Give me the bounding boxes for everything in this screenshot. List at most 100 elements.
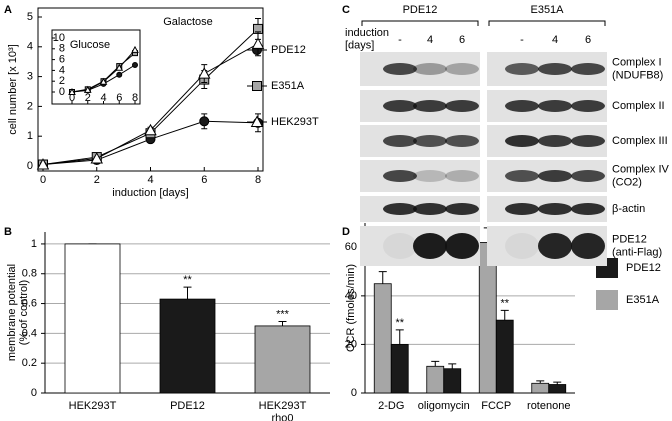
marker — [251, 37, 265, 49]
y-tick-label: 8 — [59, 43, 65, 55]
y-tick-label: 5 — [27, 11, 33, 23]
blot-band — [413, 100, 447, 112]
y-tick-label: 0 — [59, 86, 65, 98]
y-tick-label: 4 — [59, 64, 65, 76]
group-label: E351A — [530, 4, 564, 16]
x-tick-label: HEK293T — [69, 400, 117, 412]
x-tick-label: 2 — [94, 174, 100, 186]
x-tick-label: 8 — [255, 174, 261, 186]
marker — [116, 71, 123, 78]
lane-label: - — [520, 34, 524, 46]
blot-band — [383, 135, 417, 147]
blot-band — [445, 170, 479, 182]
marker — [83, 85, 92, 93]
blot-band — [383, 170, 417, 182]
x-tick-label: 8 — [132, 92, 138, 104]
blot-strip — [360, 52, 480, 86]
marker — [90, 152, 103, 164]
marker — [250, 115, 264, 127]
y-axis-label: OCR (fmoles/min) — [345, 264, 357, 352]
marker — [115, 63, 124, 71]
x-tick-label: 6 — [201, 174, 207, 186]
blot-band — [505, 233, 539, 259]
x-tick-label: 2-DG — [378, 400, 404, 412]
bar — [159, 298, 216, 394]
significance-label: ** — [395, 317, 404, 329]
bar — [64, 243, 121, 394]
blot-band — [505, 135, 539, 147]
blot-band — [571, 135, 605, 147]
y-tick-label: 1 — [31, 238, 37, 250]
marker — [132, 62, 138, 68]
panel-label: B — [4, 226, 12, 238]
bar — [548, 384, 567, 394]
legend-label: HEK293T — [271, 116, 319, 128]
x-tick-label: 4 — [147, 174, 153, 186]
blot-band — [445, 63, 479, 75]
blot-band — [413, 233, 447, 259]
blot-band — [538, 203, 572, 215]
group-label: PDE12 — [403, 4, 438, 16]
y-tick-label: 0.2 — [22, 357, 37, 369]
chart-title: Galactose — [163, 16, 213, 28]
y-tick-label: 4 — [27, 41, 33, 53]
bar — [390, 344, 409, 394]
y-tick-label: 1 — [27, 130, 33, 142]
blot-band — [571, 63, 605, 75]
lane-label: 4 — [552, 34, 558, 46]
blot-band — [571, 100, 605, 112]
legend-label: PDE12 — [271, 44, 306, 56]
y-tick-label: 20 — [345, 338, 357, 350]
y-tick-label: 0 — [27, 160, 33, 172]
y-tick-label: 10 — [53, 32, 65, 44]
row-label: Complex I (NDUFB8) — [612, 57, 663, 82]
blot-band — [383, 63, 417, 75]
marker — [36, 158, 50, 170]
blot-band — [571, 233, 605, 259]
blot-band — [413, 170, 447, 182]
y-axis-label: (% of control) — [18, 280, 30, 345]
blot-band — [445, 100, 479, 112]
lane-label: - — [398, 34, 402, 46]
marker — [131, 45, 139, 53]
y-tick-label: 3 — [27, 71, 33, 83]
blot-band — [413, 135, 447, 147]
marker — [144, 123, 157, 136]
blot-band — [538, 63, 572, 75]
bar — [254, 325, 311, 394]
chart-title: Glucose — [70, 39, 110, 51]
row-label: β-actin — [612, 203, 645, 215]
blot-band — [505, 170, 539, 182]
x-tick-label: 6 — [116, 92, 122, 104]
y-tick-label: 0 — [31, 387, 37, 399]
bar — [495, 319, 514, 394]
marker — [68, 87, 76, 95]
blot-band — [383, 233, 417, 259]
significance-label: ** — [500, 297, 509, 309]
group-bracket — [488, 20, 606, 26]
y-tick-label: 2 — [59, 75, 65, 87]
y-tick-label: 2 — [27, 100, 33, 112]
x-tick-label: rotenone — [527, 400, 570, 412]
y-tick-label: 60 — [345, 241, 357, 253]
legend-swatch — [596, 290, 618, 310]
lane-label: 6 — [459, 34, 465, 46]
blot-band — [538, 100, 572, 112]
bar — [373, 283, 392, 394]
panel-label: C — [342, 4, 350, 16]
blot-band — [505, 100, 539, 112]
group-bracket — [361, 20, 479, 26]
blot-band — [571, 203, 605, 215]
significance-label: ** — [183, 274, 192, 286]
x-tick-label: HEK293T rho0 — [259, 400, 307, 421]
row-label: Complex IV (CO2) — [612, 164, 670, 189]
row-label: Complex II — [612, 100, 665, 112]
x-tick-label: PDE12 — [170, 400, 205, 412]
y-tick-label: 6 — [59, 54, 65, 66]
y-tick-label: 0.8 — [22, 268, 37, 280]
significance-label: *** — [276, 308, 290, 320]
x-tick-label: 0 — [40, 174, 46, 186]
legend-label: E351A — [271, 80, 305, 92]
blot-band — [505, 203, 539, 215]
row-label: PDE12 (anti-Flag) — [612, 234, 662, 259]
